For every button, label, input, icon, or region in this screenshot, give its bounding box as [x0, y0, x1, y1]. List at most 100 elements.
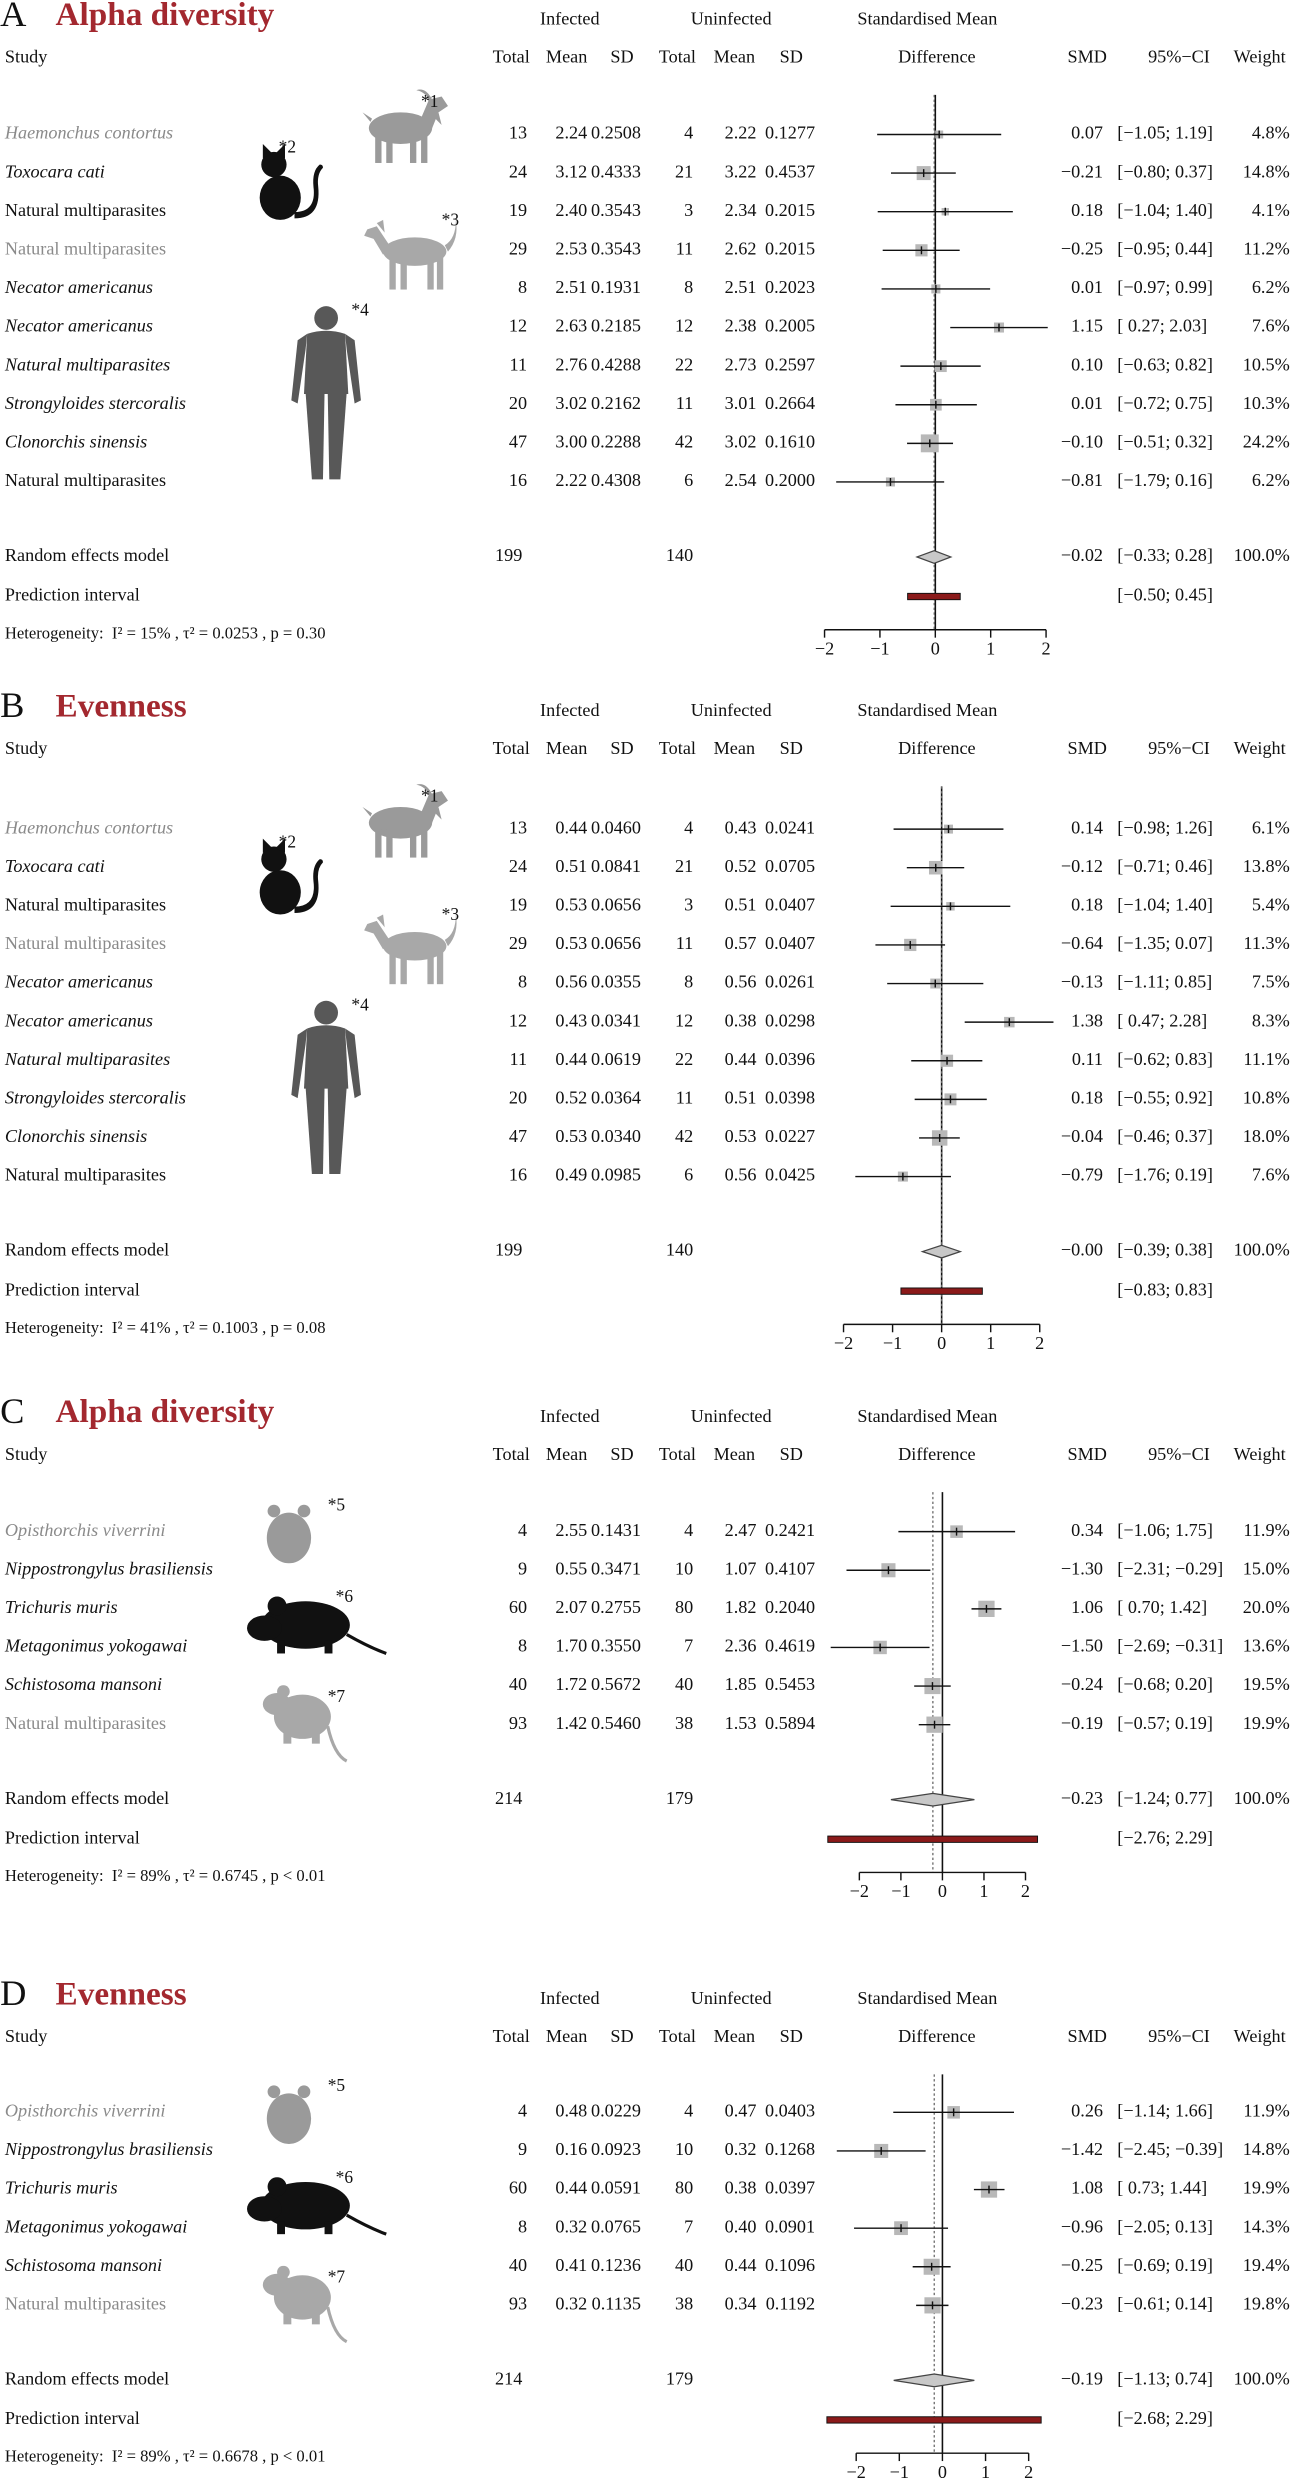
table-cell: 0.4288 — [591, 354, 641, 374]
table-cell: 0.0355 — [591, 972, 641, 992]
table-cell: 0.32 — [555, 2294, 587, 2314]
column-header: Difference — [898, 2026, 975, 2046]
column-header: 95%−CI — [1148, 1444, 1210, 1464]
column-header: Study — [5, 1444, 48, 1464]
table-cell: 0.0425 — [765, 1165, 815, 1185]
column-header: Difference — [898, 47, 975, 67]
table-cell: 0.2597 — [765, 354, 815, 374]
table-cell: 3.00 — [555, 432, 587, 452]
group-header: Infected — [540, 9, 600, 29]
group-header: Uninfected — [691, 1988, 772, 2008]
table-cell: 4 — [684, 123, 693, 143]
table-cell: 4 — [684, 817, 693, 837]
table-cell: 0.5453 — [765, 1674, 815, 1694]
table-cell: 1.72 — [555, 1674, 587, 1694]
x-tick-label: −2 — [834, 1333, 853, 1353]
table-cell: 0.0403 — [765, 2101, 815, 2121]
ci-label: [−0.62; 0.83] — [1117, 1049, 1213, 1069]
table-cell: 1.53 — [725, 1713, 757, 1733]
weight-label: 19.9% — [1243, 1713, 1290, 1733]
table-cell: 38 — [675, 2294, 693, 2314]
table-cell: 0.4333 — [591, 161, 641, 181]
table-cell: 0.0656 — [591, 933, 641, 953]
table-cell: 10 — [675, 1558, 693, 1578]
column-header: Study — [5, 2026, 48, 2046]
summary-diamond — [920, 1244, 963, 1259]
column-header: SMD — [1067, 2026, 1106, 2046]
study-name: Strongyloides stercoralis — [5, 393, 186, 413]
ci-label: [−1.24; 0.77] — [1117, 1788, 1213, 1808]
weight-label: 11.2% — [1243, 238, 1289, 258]
table-cell: 3.02 — [555, 393, 587, 413]
ci-label: [−0.63; 0.82] — [1117, 354, 1213, 374]
animal-icon — [291, 1001, 361, 1174]
ci-label: [−0.69; 0.19] — [1117, 2255, 1213, 2275]
ci-label: [−1.76; 0.19] — [1117, 1165, 1213, 1185]
weight-label: 5.4% — [1252, 894, 1290, 914]
column-header: SD — [610, 47, 633, 67]
study-name: Haemonchus contortus — [4, 123, 173, 143]
table-cell: 0.4308 — [591, 470, 641, 490]
column-header: Total — [659, 2026, 696, 2046]
table-cell: 0.2288 — [591, 432, 641, 452]
ci-label: [−1.04; 1.40] — [1117, 894, 1213, 914]
study-name: Trichuris muris — [5, 1597, 118, 1617]
icon-label: *2 — [279, 137, 296, 157]
table-cell: 0.4619 — [765, 1636, 815, 1656]
weight-label: 13.6% — [1243, 1636, 1290, 1656]
ci-label: [−1.79; 0.16] — [1117, 470, 1213, 490]
column-header: Mean — [546, 47, 587, 67]
x-tick-label: −1 — [883, 1333, 902, 1353]
table-cell: 0.38 — [725, 1010, 757, 1030]
table-cell: 0.56 — [725, 972, 757, 992]
weight-label: 7.6% — [1252, 316, 1290, 336]
table-cell: 0.43 — [725, 817, 757, 837]
table-cell: 0.0298 — [765, 1010, 815, 1030]
table-cell: 47 — [509, 1126, 527, 1146]
weight-label: 100.0% — [1234, 1788, 1290, 1808]
table-cell: 0.1931 — [591, 277, 641, 297]
table-cell: 8 — [518, 972, 527, 992]
model-total: 214 — [495, 1788, 522, 1808]
table-cell: 80 — [675, 1597, 693, 1617]
weight-label: 10.8% — [1243, 1088, 1290, 1108]
summary-diamond — [890, 1792, 975, 1807]
prediction-name: Prediction interval — [5, 2408, 140, 2428]
prediction-label: [−2.76; 2.29] — [1117, 1827, 1213, 1847]
smd-label: −0.00 — [1061, 1240, 1103, 1260]
table-cell: 16 — [509, 470, 527, 490]
smd-label: −1.50 — [1061, 1636, 1103, 1656]
table-cell: 0.3550 — [591, 1636, 641, 1656]
model-total: 214 — [495, 2369, 522, 2389]
x-tick-label: 2 — [1042, 638, 1051, 658]
table-cell: 42 — [675, 1126, 693, 1146]
group-header: Infected — [540, 1988, 600, 2008]
column-header: 95%−CI — [1148, 47, 1210, 67]
model-name: Random effects model — [5, 1240, 169, 1260]
table-cell: 0.3543 — [591, 200, 641, 220]
table-cell: 0.52 — [725, 856, 757, 876]
ci-label: [−0.95; 0.44] — [1117, 238, 1213, 258]
panel-title: Evenness — [56, 687, 187, 724]
smd-label: −0.25 — [1061, 238, 1103, 258]
table-cell: 0.2508 — [591, 123, 641, 143]
weight-label: 24.2% — [1243, 432, 1290, 452]
table-cell: 2.63 — [555, 316, 587, 336]
prediction-name: Prediction interval — [5, 1279, 140, 1299]
smd-label: 1.08 — [1071, 2178, 1103, 2198]
study-name: Opisthorchis viverrini — [5, 1520, 165, 1540]
table-cell: 0.2040 — [765, 1597, 815, 1617]
panel-letter: D — [0, 1973, 26, 2013]
table-cell: 9 — [518, 2139, 527, 2159]
table-cell: 0.1610 — [765, 432, 815, 452]
table-cell: 3 — [684, 894, 693, 914]
x-tick-label: 1 — [979, 1881, 988, 1901]
table-cell: 2.34 — [725, 200, 757, 220]
x-tick-label: 1 — [981, 2462, 990, 2481]
table-cell: 0.5894 — [765, 1713, 815, 1733]
panel-title: Alpha diversity — [56, 0, 275, 33]
ci-label: [−0.55; 0.92] — [1117, 1088, 1213, 1108]
table-cell: 93 — [509, 1713, 527, 1733]
weight-label: 6.2% — [1252, 277, 1290, 297]
smd-label: 1.06 — [1071, 1597, 1103, 1617]
